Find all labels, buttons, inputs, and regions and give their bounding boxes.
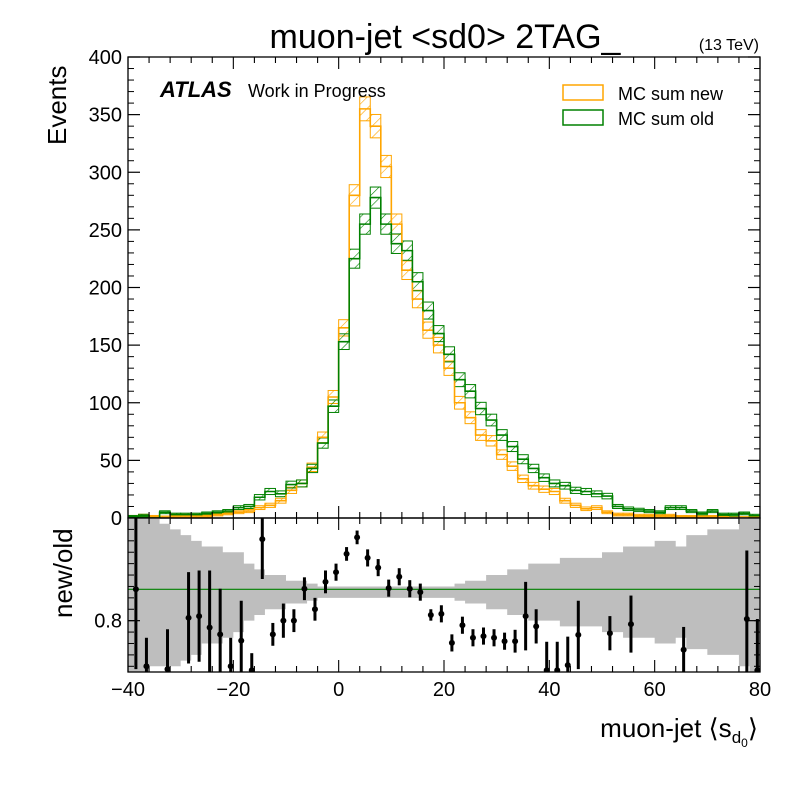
ratio-point	[185, 614, 192, 621]
ratio-point	[343, 550, 350, 557]
ratio-point	[364, 554, 371, 561]
ratio-point	[438, 610, 445, 617]
ratio-point	[248, 667, 255, 672]
ratio-point	[301, 585, 308, 592]
ratio-point	[143, 663, 150, 670]
ratio-point	[290, 617, 297, 624]
ratio-point	[501, 638, 508, 645]
ratio-band-area	[128, 518, 760, 672]
legend-swatch-old	[562, 109, 604, 126]
ratio-point	[206, 624, 213, 631]
ratio-point	[554, 667, 561, 672]
ratio-point	[375, 564, 382, 571]
x-tick-label: 80	[749, 679, 771, 701]
ratio-point	[417, 589, 424, 596]
y-tick-label: 0	[111, 508, 122, 530]
y-tick-label: 400	[89, 47, 122, 69]
ratio-point	[269, 631, 276, 638]
x-tick-label: −20	[216, 679, 250, 701]
legend: MC sum new MC sum old	[562, 84, 724, 129]
ratio-y-axis-label: new/old	[48, 528, 78, 618]
ratio-point	[227, 663, 234, 670]
energy-label: (13 TeV)	[699, 37, 759, 54]
ratio-points	[132, 518, 760, 672]
x-tick-label: 60	[644, 679, 666, 701]
ratio-point	[406, 585, 413, 592]
ratio-point	[311, 606, 318, 613]
legend-label-new: MC sum new	[618, 84, 724, 104]
ratio-point	[217, 631, 224, 638]
ratio-point	[480, 633, 487, 640]
x-axis-label-main: muon-jet ⟨s	[600, 713, 732, 743]
ratio-point	[259, 536, 266, 543]
ratio-point	[427, 611, 434, 618]
atlas-label: ATLAS	[159, 77, 232, 102]
y-tick-label: 200	[89, 278, 122, 300]
ratio-point	[754, 667, 760, 672]
ratio-point	[606, 630, 613, 637]
ratio-axis-ticks: 0.8 −40 −20 0 20 40 60 80	[94, 518, 771, 701]
x-axis-label-subsub: 0	[741, 736, 748, 750]
ratio-point	[627, 621, 634, 628]
main-axis-ticks: 0 50 100 150 200 250 300 350 400	[89, 47, 761, 530]
legend-label-old: MC sum old	[618, 109, 714, 129]
x-axis-label-sub: d	[732, 728, 741, 747]
hist-old-line	[128, 196, 760, 518]
y-tick-label: 100	[89, 393, 122, 415]
y-tick-label: 350	[89, 105, 122, 127]
ratio-point	[132, 586, 139, 593]
ratio-point	[196, 613, 203, 620]
ratio-point	[680, 646, 687, 653]
y-tick-label: 50	[100, 450, 122, 472]
hist-new-line	[128, 108, 760, 518]
ratio-point	[575, 631, 582, 638]
ratio-point	[522, 613, 529, 620]
ratio-point	[491, 634, 498, 641]
x-tick-label: 0	[333, 679, 344, 701]
legend-swatch-new	[562, 84, 604, 101]
ratio-point	[333, 569, 340, 576]
x-tick-label: 40	[538, 679, 560, 701]
ratio-point	[280, 617, 287, 624]
ratio-point	[469, 634, 476, 641]
ratio-point	[164, 666, 171, 672]
ratio-y-tick-label: 0.8	[94, 611, 122, 633]
x-tick-label: −40	[111, 679, 145, 701]
ratio-point	[512, 638, 519, 645]
ratio-point	[385, 585, 392, 592]
ratio-point	[564, 662, 571, 669]
main-hist-lines	[128, 108, 760, 518]
y-tick-label: 250	[89, 220, 122, 242]
y-tick-label: 150	[89, 335, 122, 357]
ratio-point	[354, 534, 361, 541]
chart-title: muon-jet <sd0> 2TAG_	[270, 18, 622, 56]
main-hist-bands	[128, 96, 760, 518]
ratio-point	[543, 667, 550, 672]
status-label: Work in Progress	[248, 81, 386, 101]
x-axis-label: muon-jet ⟨sd0⟩	[600, 713, 758, 750]
ratio-point	[238, 637, 245, 644]
ratio-point	[322, 578, 329, 585]
ratio-point	[533, 623, 540, 630]
ratio-uncertainty-band	[128, 518, 760, 672]
ratio-point	[459, 622, 466, 629]
ratio-point	[448, 639, 455, 646]
x-tick-label: 20	[433, 679, 455, 701]
y-tick-label: 300	[89, 162, 122, 184]
y-axis-label: Events	[42, 66, 72, 146]
x-axis-label-close: ⟩	[748, 713, 758, 743]
ratio-point	[396, 573, 403, 580]
